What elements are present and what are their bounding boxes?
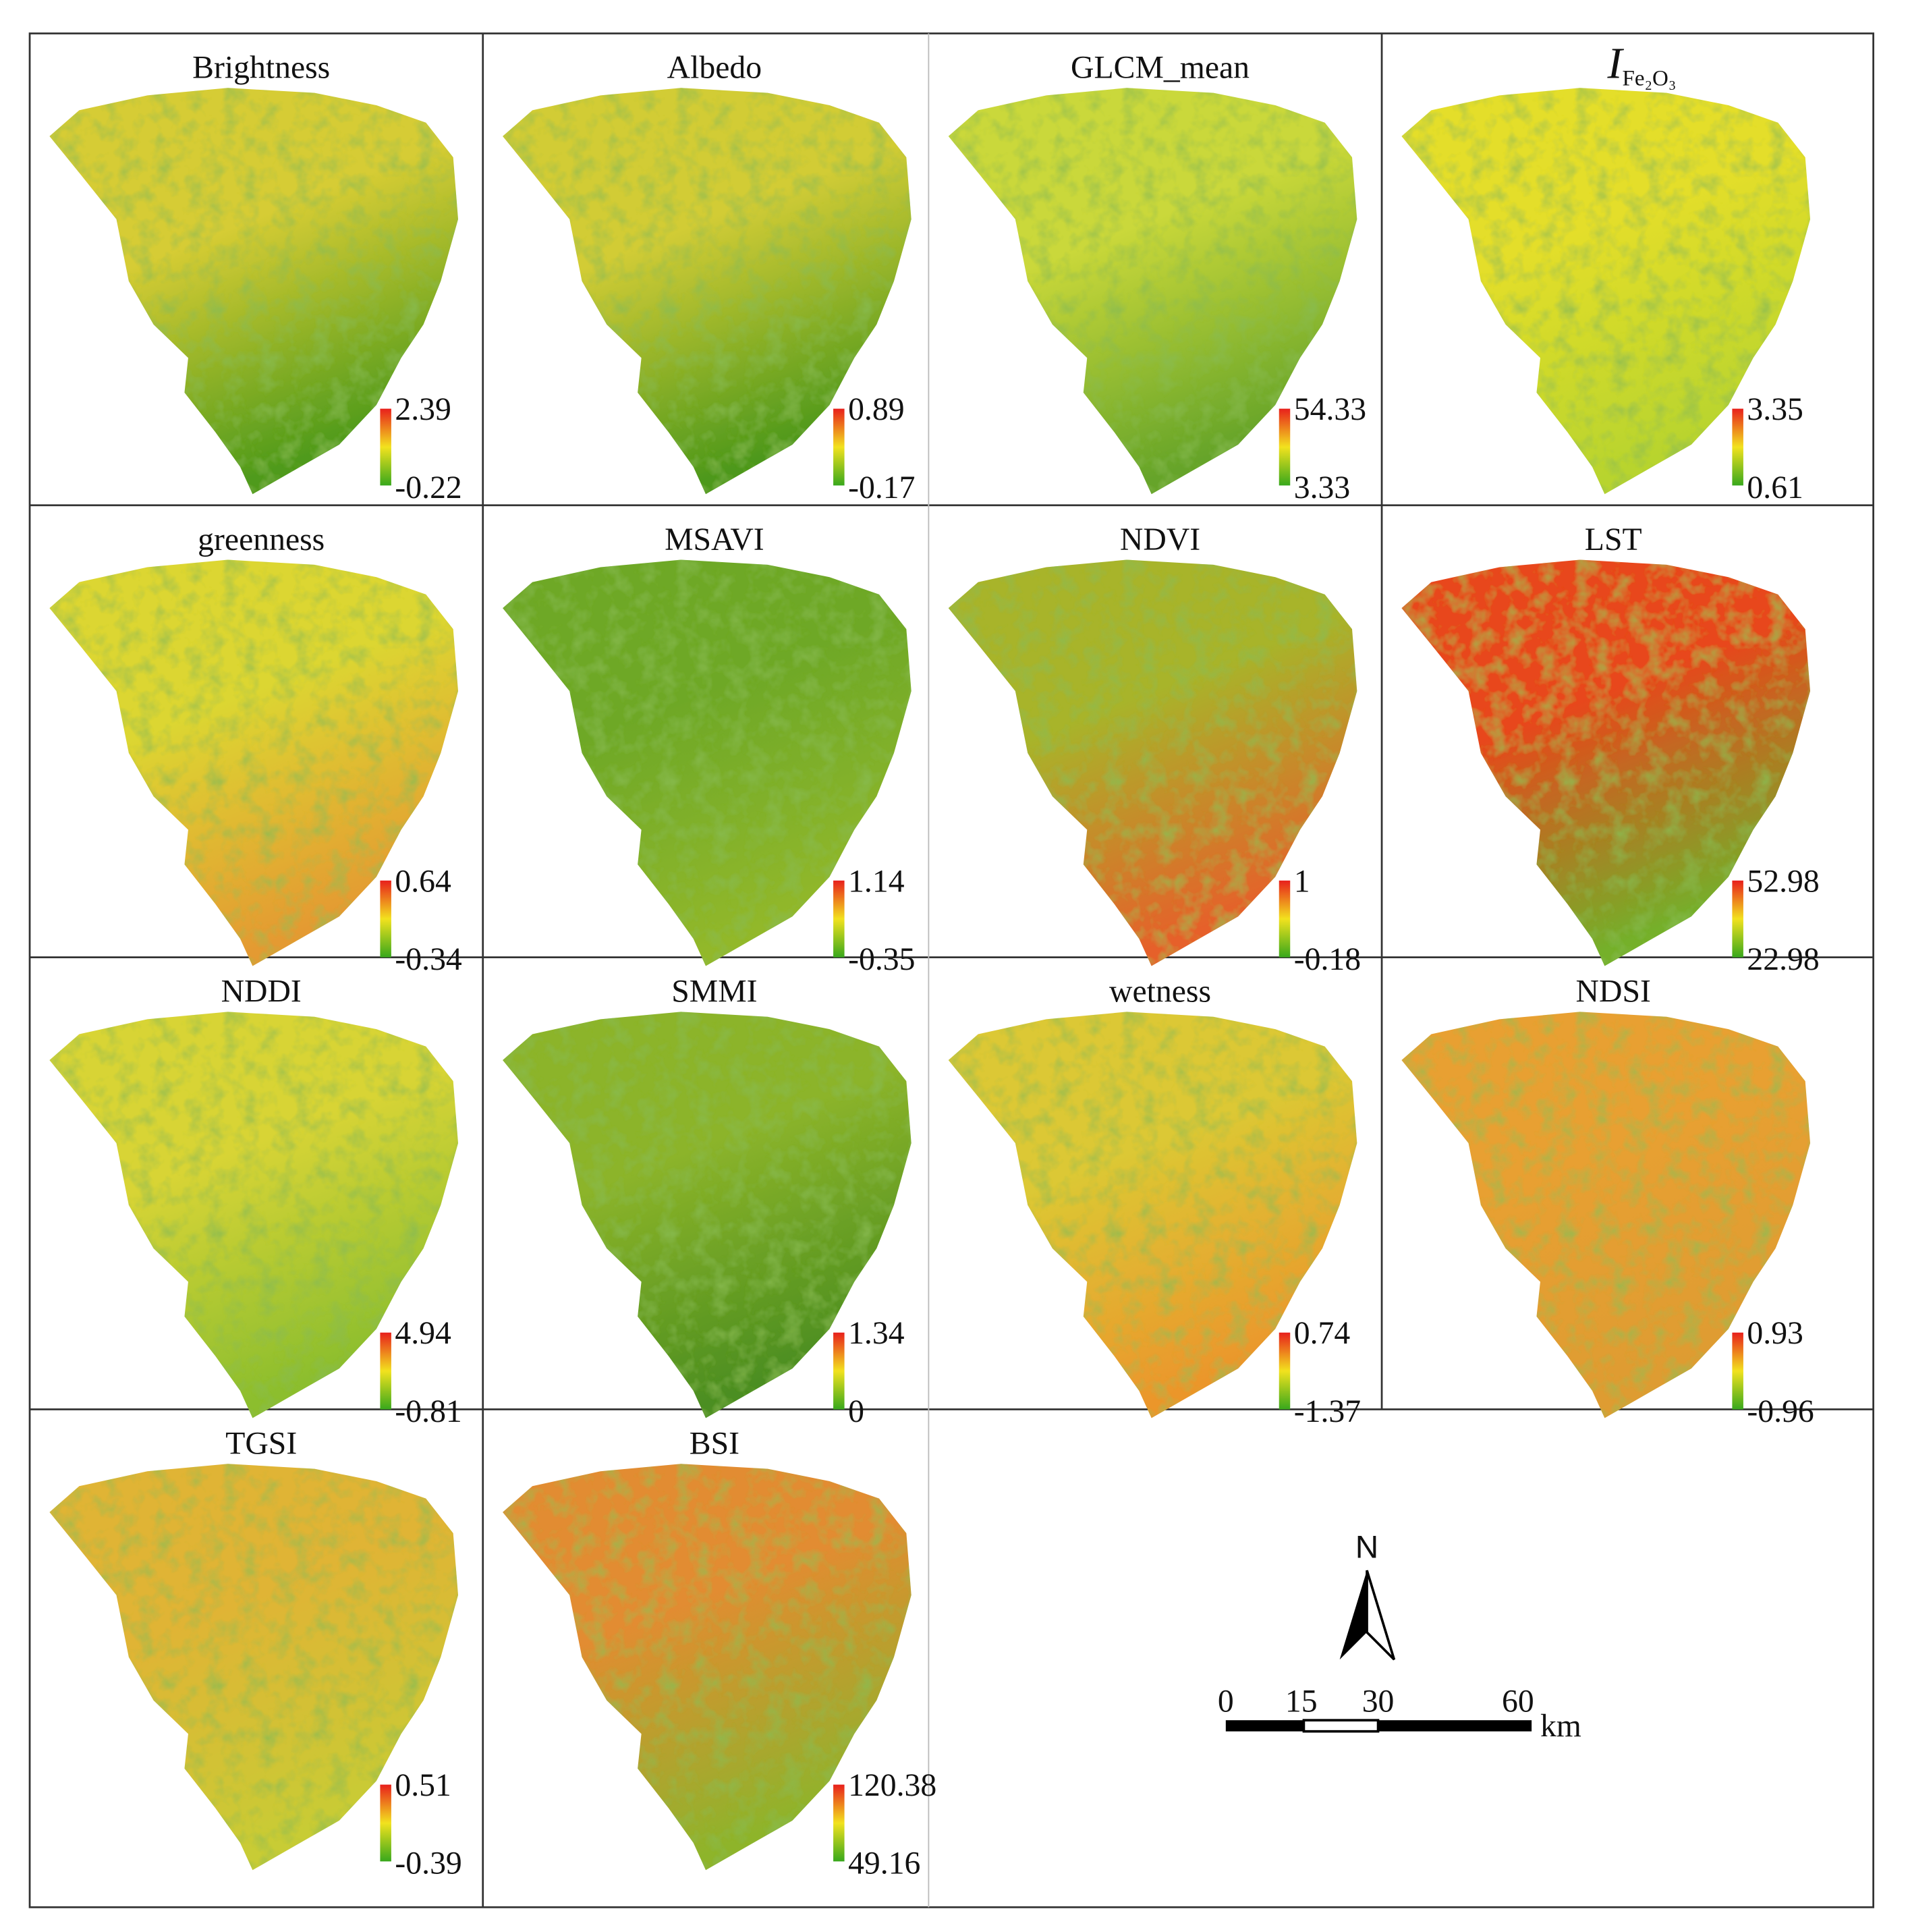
legend-bar: [1732, 408, 1743, 486]
legend-max: 2.39: [395, 391, 451, 427]
legend-bar: [380, 1784, 391, 1862]
panel-title: wetness: [1109, 974, 1211, 1010]
legend-bar: [833, 1784, 845, 1862]
panel-title: NDDI: [221, 974, 302, 1010]
map-panel: NDDI 4.94 -0.81: [49, 974, 462, 1429]
legend-max: 54.33: [1294, 391, 1366, 427]
panel-title: GLCM_mean: [1071, 50, 1250, 86]
legend-bar: [380, 408, 391, 486]
panel-title: LST: [1585, 522, 1642, 557]
legend-min: -0.35: [848, 941, 915, 977]
map-panel: Brightness 2.39 -0.22: [49, 50, 462, 505]
legend-max: 0.51: [395, 1767, 451, 1803]
map: [49, 559, 459, 966]
panel-title: TGSI: [225, 1426, 297, 1462]
legend-min: 0.61: [1747, 470, 1803, 505]
map-panel: SMMI 1.34 0: [503, 974, 911, 1429]
legend-bar: [833, 1332, 845, 1410]
legend-min: -0.96: [1747, 1393, 1814, 1429]
map: [948, 88, 1357, 495]
legend-max: 0.89: [848, 391, 904, 427]
title-main: I: [1606, 39, 1624, 88]
scale-label: 15: [1285, 1683, 1318, 1719]
map-panel: greenness 0.64 -0.34: [49, 522, 462, 977]
legend-min: -0.17: [848, 470, 915, 505]
panel-title: NDSI: [1576, 974, 1651, 1010]
map-panel: LST 52.98 22.98: [1401, 522, 1820, 977]
legend-min: -0.22: [395, 470, 461, 505]
scale-label: 30: [1362, 1683, 1395, 1719]
map-panel: TGSI 0.51 -0.39: [49, 1426, 462, 1881]
panel-title: Brightness: [192, 50, 330, 86]
north-label: N: [1355, 1530, 1378, 1566]
legend-bar: [1279, 1332, 1291, 1410]
panel-title: Albedo: [667, 50, 762, 86]
legend-bar: [1732, 1332, 1743, 1410]
legend-max: 4.94: [395, 1315, 451, 1351]
map-panel: wetness 0.74 -1.37: [948, 974, 1361, 1429]
scale-label: 60: [1502, 1683, 1534, 1719]
legend-max: 1.14: [848, 863, 905, 899]
map: [49, 1464, 459, 1871]
map-panel: GLCM_mean 54.33 3.33: [948, 50, 1366, 505]
map: [948, 559, 1357, 966]
panel-title: IFe₂O₃: [1606, 39, 1676, 91]
map: [49, 88, 459, 495]
legend-bar: [380, 1332, 391, 1410]
map-panel: MSAVI 1.14 -0.35: [503, 522, 915, 977]
map: [503, 88, 911, 495]
panel-title: greenness: [198, 522, 325, 557]
map-panel: Albedo 0.89 -0.17: [503, 50, 915, 505]
map: [49, 1012, 459, 1418]
legend-max: 1: [1294, 863, 1310, 899]
panel-title: NDVI: [1120, 522, 1200, 557]
legend-bar: [1732, 880, 1743, 958]
panel-title: MSAVI: [665, 522, 764, 557]
legend-bar: [1279, 880, 1291, 958]
legend-min: -0.18: [1294, 941, 1361, 977]
legend-bar: [833, 408, 845, 486]
legend-bar: [833, 880, 845, 958]
scale-unit: km: [1540, 1708, 1581, 1744]
legend-bar: [1279, 408, 1291, 486]
legend-max: 120.38: [848, 1767, 936, 1803]
map: [1401, 88, 1811, 495]
legend-max: 0.93: [1747, 1315, 1803, 1351]
panel-title: BSI: [690, 1426, 739, 1462]
map-panel: NDVI 1 -0.18: [948, 522, 1361, 977]
map-panel: BSI 120.38 49.16: [503, 1426, 936, 1881]
legend-min: 0: [848, 1393, 864, 1429]
map: [1401, 559, 1811, 966]
north-arrow: N: [1339, 1530, 1396, 1661]
legend-min: -0.39: [395, 1846, 461, 1881]
map-panel: NDSI 0.93 -0.96: [1401, 974, 1814, 1429]
legend-max: 3.35: [1747, 391, 1803, 427]
title-sub: Fe₂O₃: [1622, 67, 1676, 91]
map-panel: IFe₂O₃ 3.35 0.61: [1401, 39, 1811, 505]
map: [503, 1464, 911, 1871]
frame: [28, 32, 1874, 1908]
legend-min: 49.16: [848, 1846, 920, 1881]
map: [503, 1012, 911, 1418]
legend-max: 1.34: [848, 1315, 905, 1351]
scale-label: 0: [1218, 1683, 1234, 1719]
map: [948, 1012, 1357, 1418]
legend-min: -0.34: [395, 941, 462, 977]
legend-max: 52.98: [1747, 863, 1819, 899]
map: [1401, 1012, 1811, 1418]
legend-max: 0.74: [1294, 1315, 1351, 1351]
legend-min: 3.33: [1294, 470, 1350, 505]
panel-title: SMMI: [671, 974, 757, 1010]
map: [503, 559, 911, 966]
legend-max: 0.64: [395, 863, 451, 899]
legend-min: -0.81: [395, 1393, 461, 1429]
scale-bar: 0 15 30 60 km: [1218, 1683, 1581, 1744]
legend-bar: [380, 880, 391, 958]
legend-min: -1.37: [1294, 1393, 1361, 1429]
legend-min: 22.98: [1747, 941, 1819, 977]
